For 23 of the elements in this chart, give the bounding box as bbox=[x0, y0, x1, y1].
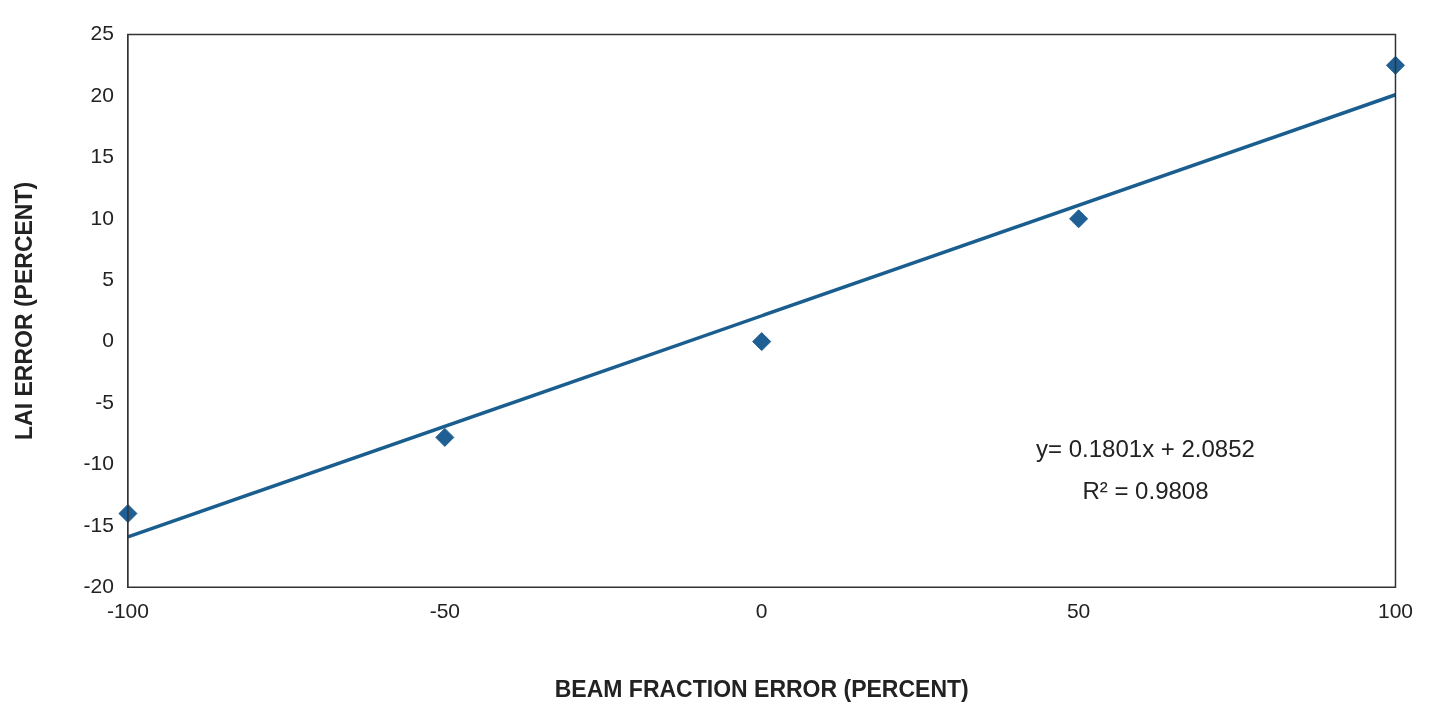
point bbox=[752, 332, 772, 352]
point bbox=[1069, 209, 1089, 229]
y-tick-label: 0 bbox=[102, 328, 114, 352]
y-tick-label: -5 bbox=[95, 389, 114, 413]
annotation: R² = 0.9808 bbox=[1082, 477, 1209, 505]
y-axis-title: LAI ERROR (PERCENT) bbox=[11, 181, 38, 440]
y-tick-label: 25 bbox=[90, 21, 114, 45]
x-tick-label: -50 bbox=[429, 598, 461, 622]
y-tick-label: -15 bbox=[83, 512, 114, 536]
annotation: y= 0.1801x + 2.0852 bbox=[1036, 435, 1255, 463]
point bbox=[1385, 55, 1405, 75]
point bbox=[435, 427, 455, 447]
y-tick-label: 20 bbox=[90, 82, 114, 106]
x-tick-label: -100 bbox=[106, 598, 149, 622]
y-tick-label: 15 bbox=[90, 144, 114, 168]
x-tick-label: 0 bbox=[755, 598, 768, 622]
y-tick-label: -20 bbox=[83, 574, 114, 597]
y-tick-label: -10 bbox=[83, 451, 114, 475]
y-tick-label: 10 bbox=[90, 205, 114, 229]
x-tick-label: 100 bbox=[1377, 598, 1413, 622]
y-tick-label: 5 bbox=[102, 267, 114, 290]
x-tick-label: 50 bbox=[1066, 598, 1091, 622]
x-axis-title: BEAM FRACTION ERROR (PERCENT) bbox=[554, 675, 969, 702]
